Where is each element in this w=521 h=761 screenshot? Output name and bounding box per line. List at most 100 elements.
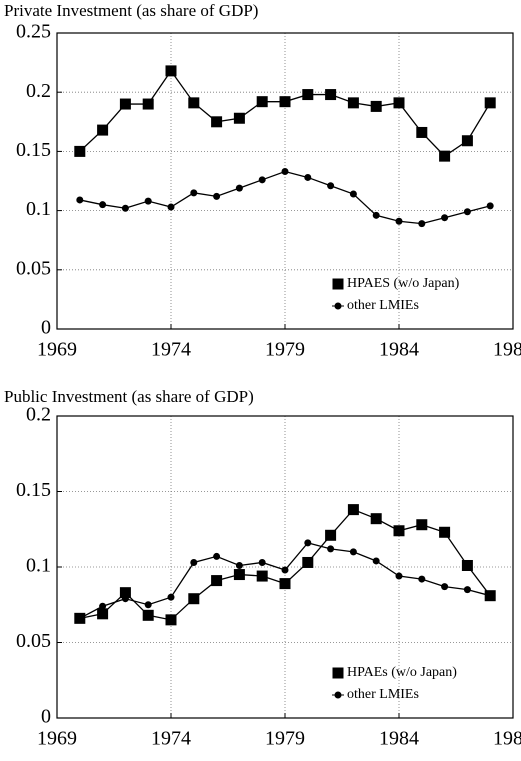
data-point xyxy=(439,150,451,162)
data-point xyxy=(99,201,107,209)
data-point xyxy=(76,614,84,622)
data-point xyxy=(235,561,243,569)
x-tick-label: 1979 xyxy=(265,728,305,750)
data-point xyxy=(74,145,86,157)
y-tick-label: 0.1 xyxy=(26,198,51,220)
data-point xyxy=(370,513,382,525)
data-point xyxy=(190,558,198,566)
data-point xyxy=(441,214,449,222)
data-point xyxy=(393,525,405,537)
data-point xyxy=(325,529,337,541)
data-point xyxy=(486,202,494,210)
data-point xyxy=(97,608,109,620)
data-point xyxy=(258,558,266,566)
y-tick-label: 0 xyxy=(41,706,51,728)
data-point xyxy=(76,196,84,204)
data-point xyxy=(99,602,107,610)
legend-marker xyxy=(334,691,342,699)
chart-title: Private Investment (as share of GDP) xyxy=(4,1,258,20)
x-tick-label: 1984 xyxy=(379,728,419,750)
data-point xyxy=(121,595,129,603)
data-point xyxy=(463,586,471,594)
data-point xyxy=(233,569,245,581)
data-point xyxy=(463,208,471,216)
data-point xyxy=(258,176,266,184)
data-point xyxy=(211,116,223,128)
data-point xyxy=(461,135,473,147)
data-point xyxy=(327,182,335,190)
data-point xyxy=(256,96,268,108)
data-point xyxy=(213,552,221,560)
y-tick-label: 0.15 xyxy=(16,139,51,161)
data-point xyxy=(418,220,426,228)
data-point xyxy=(121,204,129,212)
x-tick-label: 1984 xyxy=(379,339,419,361)
y-tick-label: 0.05 xyxy=(16,630,51,652)
data-point xyxy=(486,592,494,600)
x-tick-label: 1969 xyxy=(37,339,77,361)
x-tick-label: 1989 xyxy=(493,728,521,750)
data-point xyxy=(119,98,131,110)
y-tick-label: 0.2 xyxy=(26,80,51,102)
data-point xyxy=(213,192,221,200)
data-point xyxy=(165,65,177,77)
data-point xyxy=(347,504,359,516)
data-point xyxy=(165,614,177,626)
x-tick-label: 1979 xyxy=(265,339,305,361)
data-point xyxy=(416,519,428,531)
data-point xyxy=(349,190,357,198)
data-point xyxy=(144,197,152,205)
legend-label: other LMIEs xyxy=(347,687,419,702)
legend-label: other LMIEs xyxy=(347,298,419,313)
data-point xyxy=(347,97,359,109)
series-line xyxy=(79,170,491,225)
y-tick-label: 0.15 xyxy=(16,479,51,501)
data-point xyxy=(167,593,175,601)
data-point xyxy=(441,583,449,591)
data-point xyxy=(256,570,268,582)
data-point xyxy=(416,126,428,138)
data-point xyxy=(395,572,403,580)
data-point xyxy=(167,203,175,211)
data-point xyxy=(302,89,314,101)
data-point xyxy=(372,211,380,219)
legend-marker xyxy=(332,278,344,290)
plot-frame xyxy=(56,415,514,719)
data-point xyxy=(304,173,312,181)
data-point xyxy=(395,217,403,225)
plot-frame xyxy=(56,32,514,330)
data-point xyxy=(304,539,312,547)
data-point xyxy=(393,97,405,109)
data-point xyxy=(188,97,200,109)
x-tick-label: 1974 xyxy=(151,339,191,361)
data-point xyxy=(142,609,154,621)
data-point xyxy=(281,168,289,176)
data-point xyxy=(190,189,198,197)
data-point xyxy=(281,566,289,574)
data-point xyxy=(349,548,357,556)
data-point xyxy=(233,112,245,124)
data-point xyxy=(144,601,152,609)
x-tick-label: 1969 xyxy=(37,728,77,750)
series-line xyxy=(79,69,491,157)
x-tick-label: 1989 xyxy=(493,339,521,361)
y-tick-label: 0 xyxy=(41,317,51,339)
legend-marker xyxy=(334,302,342,310)
data-point xyxy=(327,545,335,553)
data-point xyxy=(418,575,426,583)
data-point xyxy=(279,578,291,590)
data-point xyxy=(325,89,337,101)
y-tick-label: 0.2 xyxy=(26,404,51,426)
data-point xyxy=(302,556,314,568)
data-point xyxy=(279,96,291,108)
data-point xyxy=(372,557,380,565)
x-tick-label: 1974 xyxy=(151,728,191,750)
y-tick-label: 0.25 xyxy=(16,21,51,43)
legend-label: HPAES (w/o Japan) xyxy=(347,276,460,291)
data-point xyxy=(119,587,131,599)
data-point xyxy=(211,575,223,587)
data-point xyxy=(235,184,243,192)
legend-label: HPAEs (w/o Japan) xyxy=(347,665,457,680)
data-point xyxy=(97,124,109,136)
